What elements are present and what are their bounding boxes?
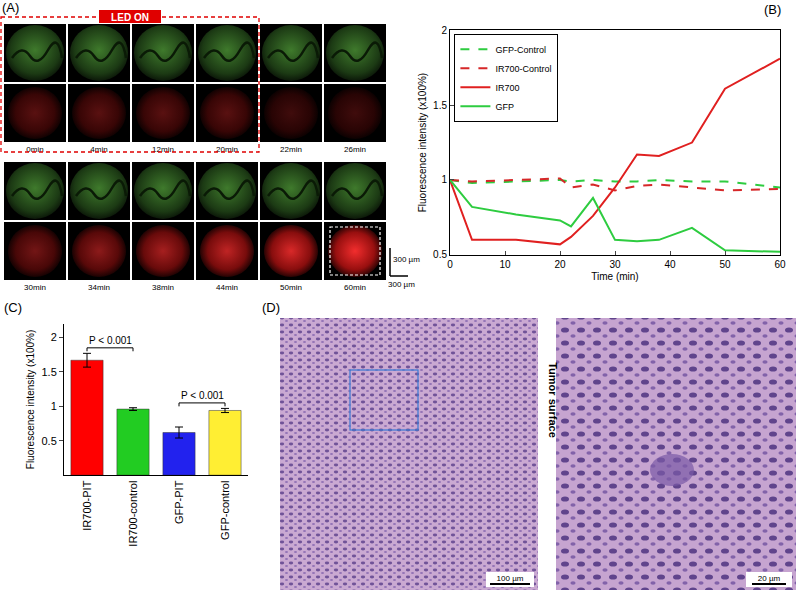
svg-text:60min: 60min xyxy=(344,283,366,292)
svg-text:300 µm: 300 µm xyxy=(388,280,415,289)
svg-text:0: 0 xyxy=(447,259,453,270)
svg-text:GFP-PIT: GFP-PIT xyxy=(173,480,185,524)
svg-text:10: 10 xyxy=(499,259,511,270)
svg-text:1.5: 1.5 xyxy=(433,100,447,111)
svg-text:Fluorescence intensity (x100%): Fluorescence intensity (x100%) xyxy=(26,330,37,470)
svg-text:12min: 12min xyxy=(152,145,174,154)
svg-text:30min: 30min xyxy=(24,283,46,292)
svg-text:300 µm: 300 µm xyxy=(393,255,420,264)
svg-text:2: 2 xyxy=(51,331,57,343)
svg-text:50: 50 xyxy=(719,259,731,270)
svg-text:0min: 0min xyxy=(26,145,43,154)
svg-text:38min: 38min xyxy=(152,283,174,292)
svg-text:100 µm: 100 µm xyxy=(497,574,524,583)
svg-text:0.5: 0.5 xyxy=(433,249,447,260)
svg-text:0.5: 0.5 xyxy=(42,435,57,447)
svg-text:IR700: IR700 xyxy=(495,83,519,93)
svg-text:(A): (A) xyxy=(2,0,19,15)
svg-text:22min: 22min xyxy=(280,145,302,154)
svg-text:IR700-Control: IR700-Control xyxy=(495,64,551,74)
svg-text:20min: 20min xyxy=(216,145,238,154)
svg-text:34min: 34min xyxy=(88,283,110,292)
svg-text:40: 40 xyxy=(664,259,676,270)
svg-text:20: 20 xyxy=(554,259,566,270)
svg-text:1.5: 1.5 xyxy=(42,366,57,378)
svg-text:GFP: GFP xyxy=(495,102,514,112)
svg-text:P < 0.001: P < 0.001 xyxy=(89,335,132,346)
svg-text:(B): (B) xyxy=(764,2,781,17)
svg-text:26min: 26min xyxy=(344,145,366,154)
svg-text:(C): (C) xyxy=(4,300,22,315)
svg-text:44min: 44min xyxy=(216,283,238,292)
svg-text:P < 0.001: P < 0.001 xyxy=(181,390,224,401)
svg-text:20 µm: 20 µm xyxy=(758,574,781,583)
svg-text:30: 30 xyxy=(609,259,621,270)
svg-text:GFP-control: GFP-control xyxy=(219,481,231,540)
svg-text:50min: 50min xyxy=(280,283,302,292)
svg-text:1: 1 xyxy=(51,400,57,412)
svg-text:60: 60 xyxy=(774,259,786,270)
svg-text:LED ON: LED ON xyxy=(111,12,149,23)
svg-text:2: 2 xyxy=(441,25,447,36)
svg-text:Fluorescence intensity (x100%): Fluorescence intensity (x100%) xyxy=(417,73,428,213)
svg-text:Time (min): Time (min) xyxy=(591,271,638,282)
svg-text:(D): (D) xyxy=(262,300,280,315)
svg-text:1: 1 xyxy=(441,174,447,185)
svg-text:Tumor surface: Tumor surface xyxy=(547,362,559,438)
svg-text:GFP-Control: GFP-Control xyxy=(495,45,546,55)
svg-text:4min: 4min xyxy=(90,145,107,154)
svg-text:IR700-control: IR700-control xyxy=(127,481,139,547)
svg-text:IR700-PIT: IR700-PIT xyxy=(81,480,93,530)
